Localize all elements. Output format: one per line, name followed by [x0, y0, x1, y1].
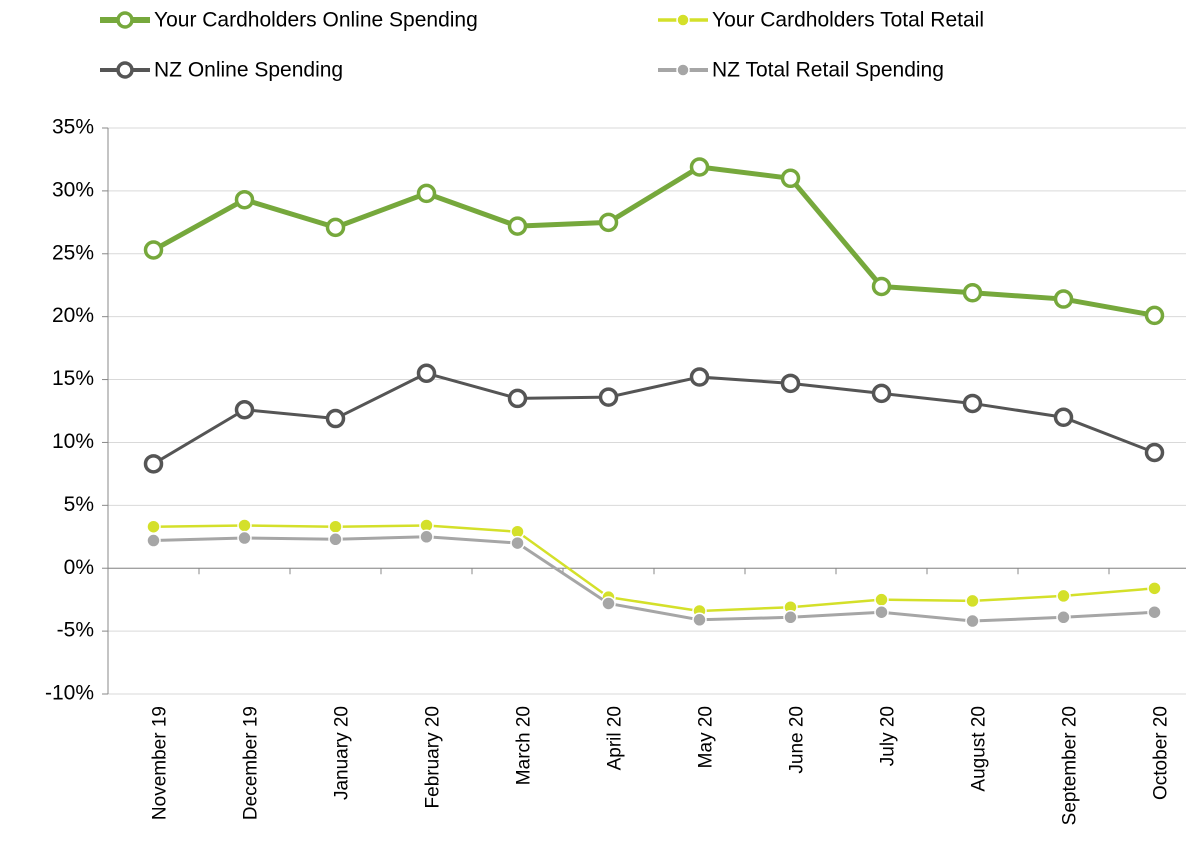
x-tick-label: July 20: [878, 706, 899, 766]
x-tick-label: November 19: [150, 706, 171, 820]
data-point: [416, 363, 437, 384]
data-point: [874, 592, 889, 607]
data-point: [689, 157, 710, 177]
x-tick-label: August 20: [969, 706, 990, 792]
data-point: [234, 399, 255, 420]
y-tick-label: 5%: [64, 493, 94, 516]
series-line: [152, 371, 1156, 466]
data-point: [780, 168, 801, 189]
data-point: [325, 217, 346, 238]
x-tick-label: January 20: [332, 706, 353, 800]
legend-label: Your Cardholders Total Retail: [712, 9, 984, 32]
data-point: [234, 189, 255, 210]
data-point: [143, 240, 164, 260]
data-point: [416, 183, 437, 204]
legend-label: NZ Online Spending: [154, 59, 343, 82]
data-point: [871, 383, 892, 404]
series-line: [153, 524, 1155, 613]
data-point: [419, 529, 434, 545]
data-point: [601, 596, 616, 611]
y-tick-label: -10%: [45, 682, 94, 705]
data-point: [965, 613, 980, 629]
x-tick-label: April 20: [605, 706, 626, 770]
data-point: [328, 519, 343, 534]
y-tick-label: 20%: [52, 304, 94, 327]
data-point: [874, 604, 889, 620]
series-line: [152, 164, 1155, 318]
x-tick-label: March 20: [514, 706, 535, 785]
x-tick-label: December 19: [241, 706, 262, 820]
legend-label: Your Cardholders Online Spending: [154, 9, 478, 32]
data-point: [962, 283, 983, 303]
data-point: [146, 519, 161, 534]
data-point: [146, 533, 161, 548]
data-point: [692, 612, 707, 628]
y-tick-label: -5%: [57, 619, 94, 642]
data-point: [328, 532, 343, 547]
data-point: [1056, 610, 1071, 625]
data-point: [1053, 407, 1074, 428]
data-point: [783, 610, 798, 625]
data-point: [598, 387, 619, 407]
data-point: [965, 593, 980, 609]
data-point: [598, 212, 619, 233]
data-point: [1053, 289, 1074, 309]
x-tick-label: October 20: [1151, 706, 1172, 800]
x-tick-label: February 20: [423, 706, 444, 808]
x-tick-label: June 20: [787, 706, 808, 774]
data-point: [871, 276, 892, 297]
y-tick-label: 35%: [52, 116, 94, 139]
legend-marker: [116, 61, 134, 79]
y-tick-label: 25%: [52, 241, 94, 264]
data-point: [1144, 442, 1165, 463]
data-point: [1056, 588, 1071, 604]
data-point: [1144, 305, 1165, 326]
data-point: [507, 216, 528, 236]
legend-marker: [676, 63, 690, 77]
data-point: [510, 535, 525, 551]
data-point: [325, 408, 346, 429]
data-point: [507, 388, 528, 409]
y-tick-label: 10%: [52, 430, 94, 453]
data-point: [1147, 604, 1162, 620]
data-point: [962, 393, 983, 414]
y-tick-label: 15%: [52, 367, 94, 390]
legend-marker: [676, 13, 690, 27]
data-point: [237, 518, 252, 533]
x-tick-label: September 20: [1060, 706, 1081, 825]
y-tick-label: 30%: [52, 178, 94, 201]
data-point: [143, 454, 164, 474]
y-tick-label: 0%: [64, 556, 94, 579]
x-tick-label: May 20: [696, 706, 717, 768]
data-point: [689, 367, 710, 387]
series-line: [153, 535, 1155, 623]
data-point: [237, 530, 252, 546]
data-point: [1147, 581, 1162, 596]
data-point: [780, 373, 801, 394]
legend-marker: [116, 11, 134, 29]
legend-label: NZ Total Retail Spending: [712, 59, 944, 82]
